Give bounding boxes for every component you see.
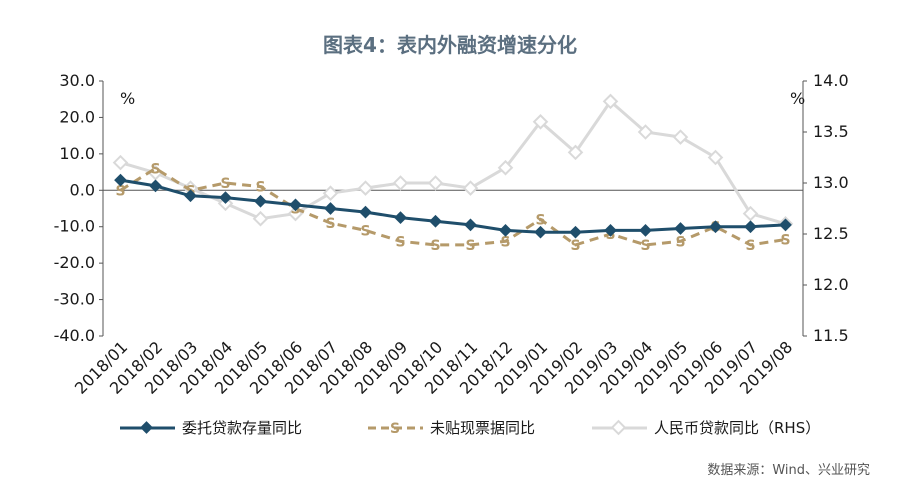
point-marker-bills: S — [150, 161, 160, 177]
series-layer: SSSSSSSSSSSSSSSSSSSS — [112, 93, 794, 254]
point-marker-rmb-loans — [567, 144, 584, 161]
legend-marker-bills: S — [390, 421, 400, 437]
point-marker-bills: S — [640, 238, 650, 254]
right-axis-unit: % — [790, 89, 805, 108]
point-marker-rmb-loans — [357, 180, 374, 196]
series-2 — [112, 93, 794, 232]
legend-item-rmb-loans: 人民币贷款同比（RHS） — [592, 419, 820, 437]
point-marker-entrusted-loans — [359, 205, 372, 219]
point-marker-bills: S — [220, 176, 230, 192]
point-marker-entrusted-loans — [149, 179, 162, 193]
point-marker-rmb-loans — [392, 175, 409, 191]
point-marker-rmb-loans — [322, 185, 339, 201]
series-0 — [114, 173, 792, 239]
point-marker-rmb-loans — [252, 210, 269, 227]
point-marker-bills: S — [675, 234, 685, 250]
point-marker-rmb-loans — [427, 175, 444, 191]
point-marker-bills: S — [115, 183, 125, 199]
legend-label-bills: 未贴现票据同比 — [430, 419, 535, 437]
point-marker-entrusted-loans — [499, 223, 512, 237]
point-marker-rmb-loans — [707, 149, 724, 166]
left-axis-ticks: 30.0 20.0 10.0 0.0 -10.0 -20.0 -30.0 -40.0 — [54, 71, 103, 345]
point-marker-entrusted-loans — [639, 223, 652, 237]
point-marker-entrusted-loans — [779, 218, 792, 232]
point-marker-rmb-loans — [532, 114, 549, 130]
point-marker-entrusted-loans — [464, 218, 477, 232]
point-marker-bills: S — [325, 216, 335, 232]
axes — [102, 81, 804, 336]
point-marker-entrusted-loans — [184, 189, 197, 203]
left-tick-label: -10.0 — [54, 217, 95, 236]
left-tick-label: 10.0 — [59, 144, 95, 163]
point-marker-rmb-loans — [497, 159, 514, 176]
left-tick-label: 0.0 — [70, 180, 95, 199]
point-marker-rmb-loans — [672, 129, 689, 145]
point-marker-entrusted-loans — [219, 191, 232, 204]
point-marker-bills: S — [465, 238, 475, 254]
legend: 委托贷款存量同比 S 未贴现票据同比 人民币贷款同比（RHS） — [120, 419, 820, 437]
left-tick-label: 30.0 — [59, 71, 95, 90]
point-marker-entrusted-loans — [744, 220, 757, 234]
point-marker-entrusted-loans — [569, 225, 582, 239]
point-marker-rmb-loans — [112, 154, 129, 171]
left-axis-unit: % — [120, 89, 135, 108]
point-marker-rmb-loans — [182, 180, 199, 196]
point-marker-bills: S — [395, 234, 405, 250]
point-marker-bills: S — [535, 212, 545, 228]
point-marker-bills: S — [360, 223, 370, 239]
point-marker-rmb-loans — [742, 205, 759, 222]
chart-title: 图表4：表内外融资增速分化 — [323, 33, 577, 57]
point-marker-bills: S — [780, 232, 790, 248]
right-tick-label: 12.0 — [813, 275, 849, 294]
right-tick-label: 11.5 — [813, 326, 849, 345]
left-tick-label: -20.0 — [54, 253, 95, 272]
right-tick-label: 12.5 — [813, 224, 849, 243]
point-marker-rmb-loans — [602, 93, 619, 110]
right-tick-label: 13.0 — [813, 173, 849, 192]
point-marker-bills: S — [255, 180, 265, 196]
left-tick-label: -30.0 — [54, 290, 95, 309]
point-marker-entrusted-loans — [254, 194, 267, 208]
source-note: 数据来源：Wind、兴业研究 — [707, 463, 870, 478]
point-marker-entrusted-loans — [429, 214, 442, 228]
x-axis-ticks: 2018/012018/022018/032018/042018/052018/… — [71, 337, 796, 397]
legend-marker-entrusted-loans — [140, 421, 153, 434]
legend-label-entrusted-loans: 委托贷款存量同比 — [182, 419, 302, 437]
right-axis-ticks: 14.0 13.5 13.0 12.5 12.0 11.5 — [803, 71, 849, 345]
legend-marker-rmb-loans — [610, 419, 627, 436]
point-marker-bills: S — [500, 234, 510, 250]
point-marker-bills: S — [430, 238, 440, 254]
point-marker-entrusted-loans — [289, 198, 302, 212]
left-tick-label: -40.0 — [54, 326, 95, 345]
point-marker-bills: S — [570, 238, 580, 254]
point-marker-entrusted-loans — [394, 211, 407, 224]
series-1: SSSSSSSSSSSSSSSSSSSS — [115, 161, 790, 254]
right-tick-label: 13.5 — [813, 122, 849, 141]
legend-label-rmb-loans: 人民币贷款同比（RHS） — [654, 419, 820, 437]
series-line-bills — [119, 166, 786, 247]
point-marker-entrusted-loans — [324, 202, 337, 215]
point-marker-rmb-loans — [637, 124, 654, 140]
point-marker-rmb-loans — [462, 180, 479, 196]
point-marker-entrusted-loans — [114, 173, 127, 187]
legend-item-entrusted-loans: 委托贷款存量同比 — [120, 419, 302, 437]
point-marker-bills: S — [745, 238, 755, 254]
left-tick-label: 20.0 — [59, 107, 95, 126]
point-marker-entrusted-loans — [674, 222, 687, 235]
legend-item-bills: S 未贴现票据同比 — [368, 419, 535, 437]
right-tick-label: 14.0 — [813, 71, 849, 90]
